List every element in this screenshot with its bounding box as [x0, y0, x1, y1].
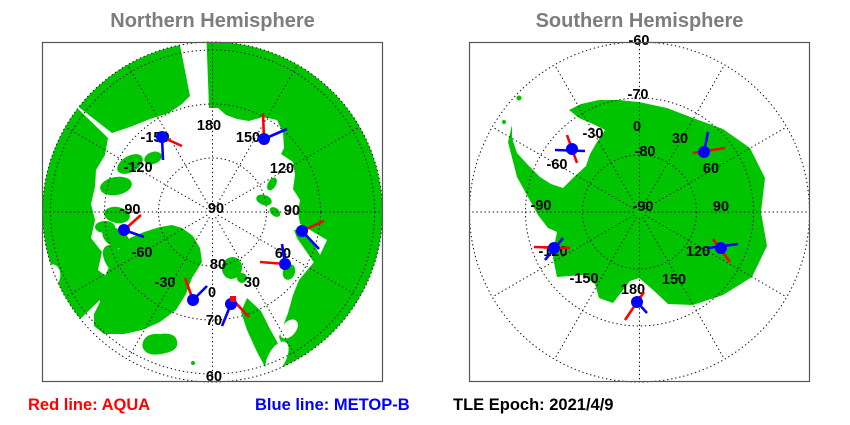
grid-label: -60 — [629, 33, 650, 49]
meridian-line — [642, 64, 725, 208]
meridian-line — [554, 64, 637, 208]
grid-label: 0 — [208, 285, 216, 301]
grid-label: -30 — [583, 126, 604, 142]
satellite-position-dot — [631, 296, 643, 308]
south-plot-border — [468, 41, 811, 383]
island-novaya-zemlya — [294, 229, 324, 270]
island-iceland — [142, 333, 178, 355]
grid-label: -60 — [132, 245, 153, 261]
island-wrangel — [168, 95, 178, 103]
island-ellesmere — [95, 221, 115, 233]
latitude-circle — [158, 157, 267, 267]
meridian-line — [215, 64, 298, 208]
landmass-eurasia — [206, 42, 383, 382]
meridian-line — [65, 214, 208, 298]
latitude-circle — [104, 103, 321, 321]
grid-label: 150 — [236, 130, 260, 146]
grid-label: 150 — [662, 272, 686, 288]
grid-label: 90 — [713, 199, 729, 215]
grid-label: 60 — [206, 369, 222, 385]
white-sea — [280, 319, 298, 339]
grid-label: -120 — [123, 160, 152, 176]
grid-label: 90 — [208, 201, 224, 217]
legend-metopb: Blue line: METOP-B — [255, 396, 410, 414]
island-franz-josef — [269, 207, 281, 217]
grid-label: 60 — [703, 161, 719, 177]
gulf-of-bothnia — [265, 341, 289, 375]
satellite-position-dot — [566, 143, 578, 155]
meridian-line — [554, 216, 637, 360]
island-arctic-archipelago — [100, 176, 132, 196]
legend-aqua: Red line: AQUA — [28, 396, 151, 414]
grid-label: 120 — [686, 244, 710, 260]
island-franz-josef — [256, 194, 272, 206]
aqua-track-tip — [230, 296, 236, 302]
island-svalbard — [221, 257, 243, 279]
satellite-position-dot — [156, 131, 168, 143]
grid-label: 90 — [284, 203, 300, 219]
latitude-circle — [582, 154, 697, 270]
landmass-canada — [42, 98, 111, 327]
satellite-position-dot — [548, 242, 560, 254]
meridian-line — [127, 216, 210, 360]
island-south-speck — [502, 120, 506, 124]
meridian-line — [217, 214, 360, 298]
island-severnaya-zemlya — [267, 177, 277, 191]
grid-label: 180 — [197, 118, 221, 134]
north-grid-labels: 908070601801501209060300-30-60-90-120-15… — [120, 118, 301, 385]
island-arctic-archipelago — [144, 151, 162, 165]
island-arctic-archipelago — [104, 206, 130, 224]
grid-label: -30 — [155, 275, 176, 291]
south-satellite-markers — [533, 131, 739, 321]
north-hemisphere-map: 90 80 70 60 180 150 120 90 60 30 0 -30 -60 -90 -120 -15… — [41, 41, 384, 385]
grid-label: 0 — [633, 119, 641, 135]
grid-label: -80 — [635, 144, 656, 160]
island-arctic-archipelago — [117, 154, 143, 174]
satellite-position-dot — [258, 133, 270, 145]
meridian-line — [217, 126, 360, 210]
north-grid — [42, 41, 383, 383]
grid-label: 80 — [210, 257, 226, 273]
grid-label: 70 — [206, 313, 222, 329]
island-south-speck — [516, 95, 522, 101]
satellite-position-dot — [118, 224, 130, 236]
grid-label: 180 — [621, 282, 645, 298]
satellite-position-dot — [715, 242, 727, 254]
island-svalbard-small — [237, 273, 247, 283]
meridian-line — [642, 216, 725, 360]
grid-label: -70 — [628, 87, 649, 103]
south-hemisphere-map: -90-80-70-600306090120150180-150-120-90-… — [468, 33, 811, 383]
legend-tle-epoch: TLE Epoch: 2021/4/9 — [453, 396, 614, 414]
meridian-line — [215, 216, 298, 360]
island-arctic-archipelago — [119, 247, 139, 267]
south-map-title: Southern Hemisphere — [535, 10, 744, 32]
grid-label: 30 — [672, 131, 688, 147]
meridian-line — [65, 126, 208, 210]
grid-label: 120 — [270, 161, 294, 177]
grid-label: -60 — [547, 157, 568, 173]
meridian-line — [127, 64, 210, 208]
grid-label: -90 — [531, 198, 552, 214]
north-satellite-markers — [118, 112, 325, 327]
grid-label: -150 — [569, 271, 598, 287]
grid-label: -90 — [120, 202, 141, 218]
grid-label: -90 — [633, 199, 654, 215]
island-speck — [191, 361, 195, 365]
satellite-position-dot — [698, 146, 710, 158]
north-plot-border — [41, 41, 384, 383]
satellite-position-dot — [187, 294, 199, 306]
satellite-position-dot — [279, 258, 291, 270]
grid-label: 30 — [244, 275, 260, 291]
north-map-title: Northern Hemisphere — [110, 10, 315, 32]
satellite-position-dot — [296, 225, 308, 237]
